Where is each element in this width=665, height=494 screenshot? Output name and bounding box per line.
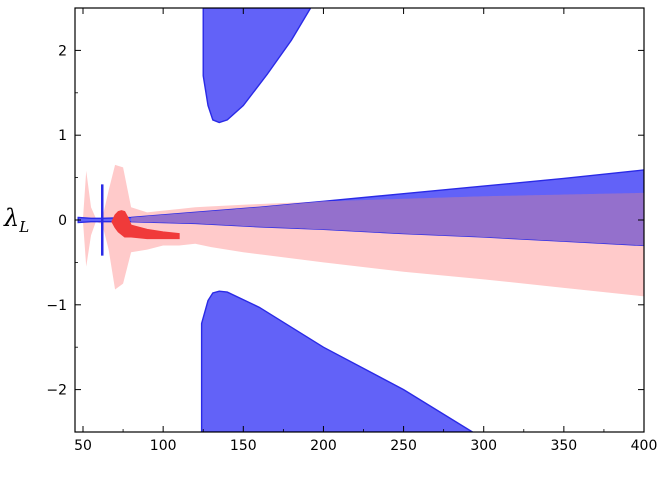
x-tick-label: 50 — [74, 438, 92, 454]
x-tick-label: 100 — [150, 438, 177, 454]
y-tick-label: −1 — [46, 298, 67, 314]
y-axis-label: λL — [3, 204, 29, 236]
y-tick-label: −2 — [46, 383, 67, 399]
y-tick-label: 1 — [58, 128, 67, 144]
series-red-blob-region-0 — [111, 210, 180, 240]
y-tick-label: 2 — [58, 43, 67, 59]
y-axis-label-subscript: L — [18, 218, 29, 236]
series-blue-upper-region-0 — [202, 8, 312, 124]
x-tick-label: 150 — [230, 438, 257, 454]
x-tick-label: 400 — [631, 438, 658, 454]
x-tick-label: 300 — [470, 438, 497, 454]
data-layer — [77, 8, 644, 432]
series-blue-lower-region-1 — [200, 290, 474, 432]
x-tick-label: 350 — [550, 438, 577, 454]
axis-layer: 50 100 150 200 250 300 350 400 2 1 0 −1 −2 — [46, 7, 658, 454]
y-axis-label-symbol: λ — [3, 204, 19, 232]
y-tick-label: 0 — [58, 213, 67, 229]
overlap-region — [131, 192, 644, 246]
x-tick-label: 250 — [390, 438, 417, 454]
x-tick-label: 200 — [310, 438, 337, 454]
